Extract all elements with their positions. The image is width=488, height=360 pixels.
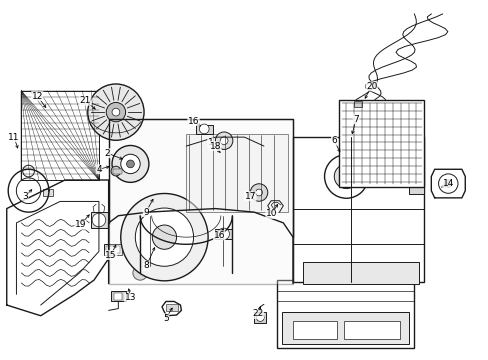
Text: 2: 2 — [104, 149, 110, 158]
Text: 11: 11 — [8, 132, 20, 141]
Circle shape — [199, 124, 209, 134]
Bar — [292, 137, 423, 282]
Bar — [112, 169, 122, 174]
Circle shape — [106, 103, 125, 122]
Bar — [254, 312, 266, 323]
Circle shape — [255, 189, 262, 196]
Bar — [215, 229, 232, 239]
Bar — [292, 321, 336, 339]
Bar — [338, 100, 423, 187]
Circle shape — [217, 228, 229, 240]
Bar — [103, 244, 122, 255]
Circle shape — [324, 154, 367, 198]
Circle shape — [121, 193, 208, 281]
Bar — [343, 321, 399, 339]
Circle shape — [256, 314, 264, 321]
Circle shape — [152, 225, 176, 249]
Text: 7: 7 — [352, 115, 358, 124]
Circle shape — [341, 172, 350, 181]
Bar — [106, 246, 120, 253]
Circle shape — [438, 174, 457, 193]
Text: 6: 6 — [331, 136, 336, 145]
Circle shape — [126, 160, 134, 168]
Circle shape — [87, 84, 144, 140]
Bar — [277, 280, 413, 348]
Circle shape — [444, 180, 451, 188]
Bar — [302, 262, 418, 284]
Circle shape — [111, 166, 121, 176]
Text: 4: 4 — [96, 165, 102, 174]
Text: 8: 8 — [143, 261, 149, 270]
Text: 18: 18 — [209, 141, 221, 150]
Text: 17: 17 — [244, 192, 256, 201]
Text: 19: 19 — [75, 220, 86, 229]
Text: 15: 15 — [105, 251, 117, 260]
Text: 1: 1 — [207, 138, 213, 147]
Bar — [196, 125, 213, 134]
Bar — [353, 101, 361, 107]
Circle shape — [135, 208, 193, 266]
Circle shape — [23, 165, 34, 177]
Circle shape — [250, 184, 267, 201]
Bar — [165, 304, 177, 311]
Text: 14: 14 — [442, 179, 453, 188]
Bar — [282, 312, 408, 344]
Text: 5: 5 — [163, 314, 168, 323]
Text: 10: 10 — [265, 210, 277, 219]
Text: 16: 16 — [187, 117, 199, 126]
Circle shape — [92, 213, 105, 227]
Text: 20: 20 — [365, 82, 377, 91]
Text: 22: 22 — [252, 310, 263, 319]
Circle shape — [121, 154, 140, 174]
Bar — [111, 291, 125, 301]
Bar — [43, 189, 53, 196]
Circle shape — [133, 266, 147, 280]
Text: 13: 13 — [124, 293, 136, 302]
Circle shape — [215, 132, 232, 149]
Text: 16: 16 — [213, 231, 224, 240]
Circle shape — [220, 137, 227, 145]
Text: 3: 3 — [22, 192, 28, 201]
Text: 9: 9 — [143, 208, 148, 217]
Circle shape — [334, 164, 358, 189]
Text: 21: 21 — [80, 96, 91, 105]
Bar — [408, 169, 423, 194]
Bar — [114, 293, 122, 300]
Bar — [21, 91, 99, 180]
Circle shape — [112, 145, 149, 183]
Text: 12: 12 — [32, 91, 43, 100]
Bar — [90, 212, 107, 228]
Bar — [186, 134, 287, 212]
Circle shape — [112, 108, 120, 116]
Bar — [108, 119, 292, 284]
